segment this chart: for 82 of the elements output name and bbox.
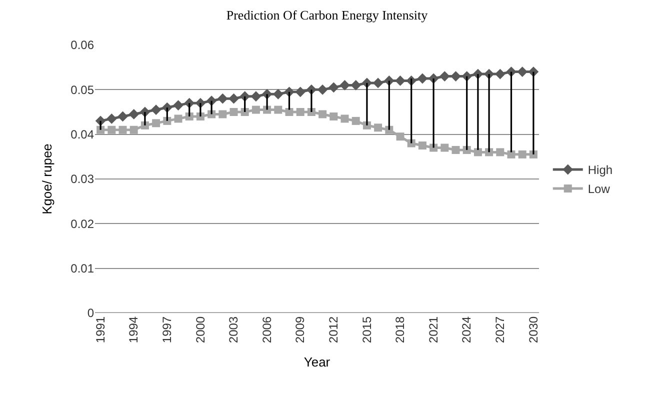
point bbox=[130, 126, 138, 134]
point bbox=[517, 66, 528, 77]
point bbox=[340, 114, 349, 123]
point bbox=[250, 91, 262, 102]
point bbox=[350, 80, 362, 90]
point bbox=[452, 146, 460, 154]
y-tick-label: 0.05 bbox=[70, 82, 94, 97]
x-tick-label: 2000 bbox=[193, 316, 208, 344]
point bbox=[218, 110, 227, 118]
point bbox=[372, 78, 384, 88]
y-axis-title: Kgoe/ rupee bbox=[40, 144, 55, 214]
x-tick-label: 1994 bbox=[126, 316, 141, 344]
point bbox=[108, 126, 116, 134]
x-tick-label: 2009 bbox=[293, 316, 308, 344]
point bbox=[274, 106, 282, 114]
point bbox=[462, 146, 471, 154]
point bbox=[118, 111, 128, 122]
y-tick-label: 0.01 bbox=[70, 262, 94, 276]
point bbox=[450, 71, 461, 82]
point bbox=[128, 109, 140, 120]
x-tick-label: 2021 bbox=[426, 316, 440, 344]
point bbox=[230, 108, 238, 116]
point bbox=[496, 148, 504, 156]
point bbox=[208, 110, 216, 118]
x-tick-label: 1997 bbox=[160, 316, 174, 344]
point bbox=[96, 126, 105, 134]
x-tick-label: 1991 bbox=[93, 316, 108, 344]
point bbox=[228, 93, 239, 104]
point bbox=[328, 82, 339, 93]
point bbox=[396, 132, 404, 141]
point bbox=[272, 88, 284, 100]
point bbox=[485, 148, 494, 156]
point bbox=[317, 84, 328, 95]
point bbox=[240, 108, 249, 116]
x-tick-label: 2006 bbox=[260, 316, 274, 344]
x-tick-label: 2003 bbox=[226, 316, 241, 344]
x-tick-label: 2027 bbox=[493, 316, 508, 344]
point bbox=[417, 73, 428, 84]
point bbox=[418, 142, 426, 150]
point bbox=[296, 108, 304, 116]
point bbox=[217, 93, 228, 104]
x-tick-label: 2030 bbox=[526, 316, 540, 344]
point bbox=[474, 148, 482, 156]
point bbox=[252, 106, 260, 114]
x-tick-label: 2024 bbox=[460, 316, 474, 344]
point bbox=[295, 86, 306, 98]
y-tick-label: 0.06 bbox=[70, 38, 94, 52]
point bbox=[174, 114, 182, 123]
point bbox=[374, 124, 382, 132]
y-tick-label: 0.04 bbox=[70, 128, 94, 142]
point bbox=[152, 119, 160, 128]
point bbox=[507, 150, 516, 158]
point bbox=[494, 68, 506, 80]
point bbox=[150, 104, 162, 115]
point bbox=[395, 76, 406, 86]
point bbox=[430, 144, 438, 152]
y-tick-label: 0.02 bbox=[70, 216, 94, 231]
point bbox=[285, 108, 294, 116]
point bbox=[330, 112, 338, 120]
point bbox=[439, 71, 450, 82]
point bbox=[263, 106, 272, 114]
y-tick-label: 0 bbox=[87, 306, 94, 320]
point bbox=[163, 116, 172, 125]
chart-title: Prediction Of Carbon Energy Intensity bbox=[226, 8, 428, 23]
point bbox=[440, 144, 449, 152]
y-tick-label: 0.03 bbox=[70, 172, 94, 186]
x-tick-label: 2018 bbox=[393, 316, 408, 344]
point bbox=[118, 126, 127, 134]
legend-label: Low bbox=[588, 182, 610, 196]
point bbox=[340, 80, 350, 90]
x-axis-title: Year bbox=[304, 354, 331, 370]
point bbox=[106, 114, 117, 124]
legend-label: High bbox=[588, 163, 613, 178]
point bbox=[518, 150, 526, 158]
point bbox=[318, 110, 327, 118]
x-tick-label: 2015 bbox=[360, 316, 374, 344]
point bbox=[352, 116, 360, 125]
point bbox=[173, 100, 184, 110]
point bbox=[385, 126, 394, 134]
point bbox=[185, 112, 194, 120]
point bbox=[407, 139, 416, 148]
x-tick-label: 2012 bbox=[326, 316, 341, 344]
